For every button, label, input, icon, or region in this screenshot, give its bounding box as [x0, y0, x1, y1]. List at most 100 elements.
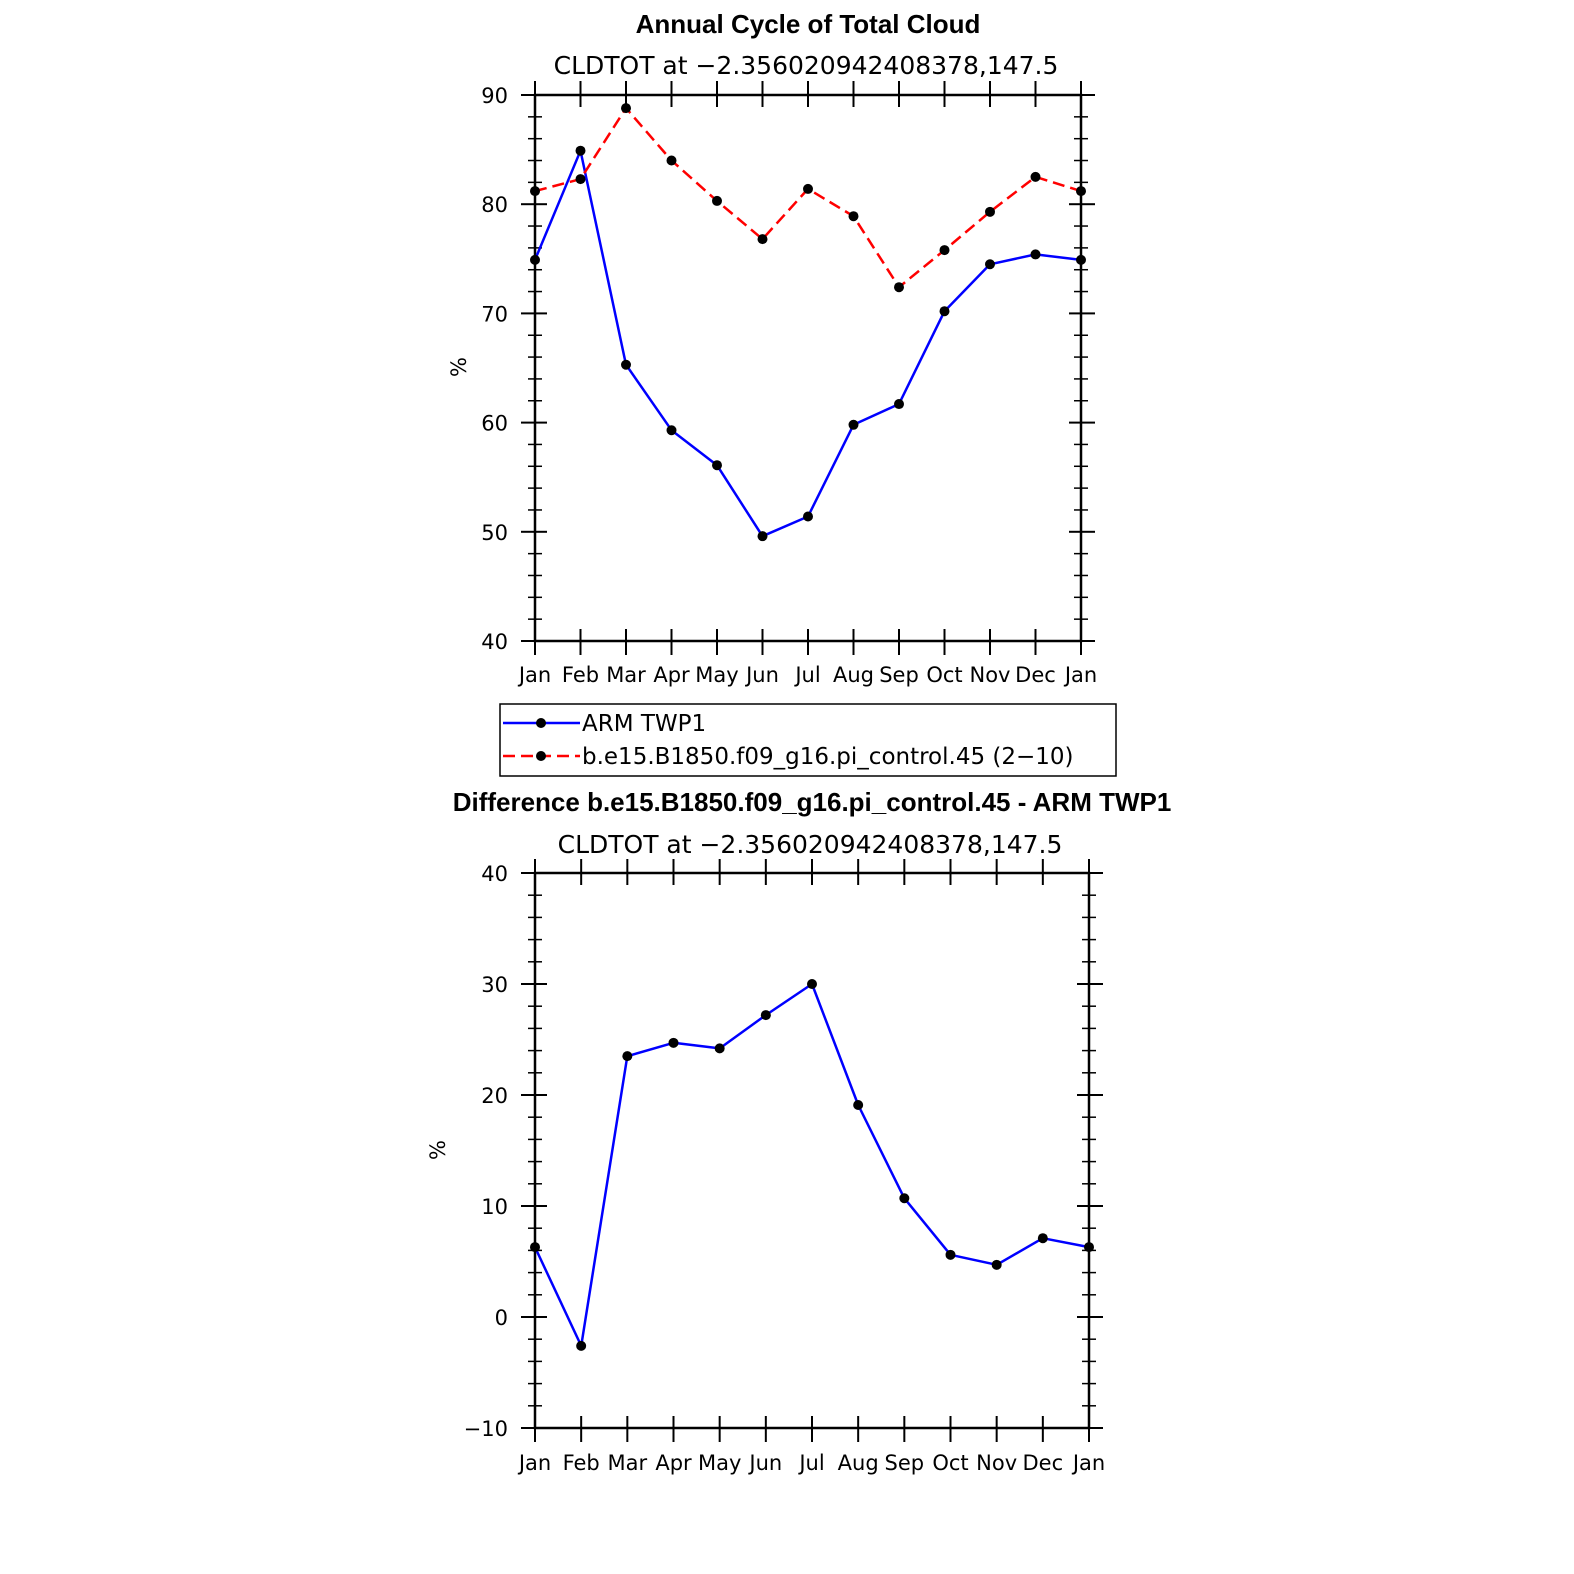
bottom-chart-x-tick-label: May: [698, 1451, 741, 1475]
bottom-chart-x-tick-label: Dec: [1023, 1451, 1064, 1475]
bottom-chart-y-tick-label: 0: [495, 1306, 508, 1330]
bottom-chart-x-tick-label: Sep: [885, 1451, 925, 1475]
bottom-chart-x-tick-label: Jan: [1071, 1451, 1105, 1475]
top-chart-data-point: [621, 103, 631, 114]
bottom-chart-y-tick-label: 30: [481, 973, 508, 997]
bottom-chart-x-tick-label: Jun: [747, 1451, 782, 1475]
top-chart-y-tick-label: 60: [481, 412, 508, 436]
top-chart-data-point: [803, 511, 813, 522]
top-chart-data-point: [1030, 171, 1041, 182]
top-chart-data-point: [666, 155, 677, 166]
bottom-chart: Difference b.e15.B1850.f09_g16.pi_contro…: [426, 787, 1171, 1475]
top-chart-x-tick-label: Nov: [970, 663, 1011, 687]
top-chart-x-tick-label: Jan: [517, 663, 551, 687]
bottom-chart-y-tick-label: 10: [481, 1195, 508, 1219]
top-chart-ticks: [521, 81, 1095, 655]
top-chart-data-point: [985, 206, 995, 217]
bottom-chart-plot-frame: [533, 871, 1091, 1430]
top-chart-data-point: [757, 531, 768, 542]
top-chart-x-tick-label: Jan: [1063, 663, 1097, 687]
bottom-chart-y-tick-label: 40: [481, 862, 508, 886]
bottom-chart-series-line-0: [533, 982, 1090, 1348]
bottom-chart-y-tick-labels: −10 0 10 20 30 40: [464, 862, 508, 1441]
bottom-chart-x-tick-label: Nov: [976, 1451, 1017, 1475]
top-chart-x-tick-label: Jun: [744, 663, 779, 687]
bottom-chart-x-tick-labels: Jan Feb Mar Apr May Jun Jul Aug Sep Oct Nov Dec Jan: [517, 1451, 1105, 1475]
top-chart-series-line-0: [533, 149, 1082, 538]
top-chart-x-tick-label: Oct: [926, 663, 962, 687]
top-chart-data-point: [621, 359, 631, 370]
bottom-chart-data-point: [853, 1099, 864, 1110]
bottom-chart-data-point: [991, 1259, 1002, 1270]
top-chart-data-point: [712, 195, 722, 206]
legend-label-arm: ARM TWP1: [582, 711, 706, 737]
top-chart-data-point: [530, 254, 540, 265]
bottom-chart-x-tick-label: Mar: [608, 1451, 648, 1475]
top-chart-y-tick-label: 40: [481, 630, 508, 654]
top-chart-data-point: [666, 425, 677, 436]
bottom-chart-subtitle: CLDTOT at −2.356020942408378,147.5: [558, 830, 1063, 859]
legend: ARM TWP1 b.e15.B1850.f09_g16.pi_control.…: [499, 703, 1117, 777]
bottom-chart-data-point: [668, 1037, 679, 1048]
top-chart-data-point: [848, 419, 859, 430]
bottom-chart-data-point: [622, 1051, 633, 1062]
bottom-chart-y-tick-label: −10: [464, 1417, 508, 1441]
top-chart-series-line-1: [534, 106, 1082, 289]
bottom-chart-series-lines: [533, 982, 1090, 1348]
bottom-chart-data-point: [530, 1242, 540, 1253]
top-chart-x-tick-label: Jul: [793, 663, 820, 687]
top-chart-ylabel: %: [447, 357, 471, 377]
top-chart-x-tick-label: Sep: [879, 663, 919, 687]
legend-marker-model: [536, 751, 546, 761]
bottom-chart-data-point: [899, 1193, 910, 1204]
bottom-chart-data-point: [945, 1249, 956, 1260]
bottom-chart-title: Difference b.e15.B1850.f09_g16.pi_contro…: [453, 787, 1172, 817]
top-chart-x-tick-label: Feb: [562, 663, 599, 687]
top-chart-x-tick-label: May: [695, 663, 738, 687]
top-chart-series-lines: [533, 106, 1082, 538]
top-chart-data-point: [575, 174, 586, 185]
top-chart-subtitle: CLDTOT at −2.356020942408378,147.5: [554, 51, 1059, 80]
bottom-chart-x-tick-label: Apr: [655, 1451, 692, 1475]
top-chart-x-tick-label: Mar: [606, 663, 646, 687]
bottom-chart-x-tick-label: Jul: [797, 1451, 824, 1475]
bottom-chart-x-tick-label: Aug: [838, 1451, 879, 1475]
top-chart-data-point: [894, 399, 904, 410]
top-chart-x-tick-label: Aug: [833, 663, 874, 687]
top-chart-data-point: [530, 186, 540, 197]
bottom-chart-data-point: [1084, 1242, 1094, 1253]
top-chart-data-point: [1030, 249, 1041, 260]
top-chart: Annual Cycle of Total Cloud CLDTOT at −2…: [447, 9, 1097, 687]
top-chart-data-point: [848, 211, 859, 222]
top-chart-x-tick-label: Apr: [653, 663, 690, 687]
top-chart-data-point: [575, 145, 586, 156]
bottom-chart-data-point: [1037, 1233, 1048, 1244]
top-chart-y-tick-label: 50: [481, 521, 508, 545]
top-chart-y-tick-labels: 40 50 60 70 80 90: [481, 84, 508, 654]
top-chart-points: [530, 103, 1086, 542]
bottom-chart-ticks: [521, 859, 1103, 1442]
top-chart-data-point: [985, 259, 995, 270]
legend-label-model: b.e15.B1850.f09_g16.pi_control.45 (2−10): [582, 744, 1074, 770]
top-chart-title: Annual Cycle of Total Cloud: [636, 9, 981, 39]
top-chart-data-point: [894, 282, 904, 293]
bottom-chart-y-tick-label: 20: [481, 1084, 508, 1108]
top-chart-y-tick-label: 70: [481, 302, 508, 326]
top-chart-data-point: [1076, 254, 1086, 265]
top-chart-x-tick-labels: Jan Feb Mar Apr May Jun Jul Aug Sep Oct Nov Dec Jan: [517, 663, 1097, 687]
bottom-chart-x-tick-label: Jan: [517, 1451, 551, 1475]
top-chart-data-point: [1076, 186, 1086, 197]
top-chart-data-point: [939, 245, 950, 256]
top-chart-plot-frame: [533, 93, 1083, 643]
legend-box: [499, 703, 1117, 777]
top-chart-y-tick-label: 80: [481, 193, 508, 217]
top-chart-y-tick-label: 90: [481, 84, 508, 108]
bottom-chart-x-tick-label: Oct: [932, 1451, 968, 1475]
bottom-chart-points: [530, 979, 1094, 1351]
bottom-chart-data-point: [760, 1010, 771, 1021]
top-chart-data-point: [939, 306, 950, 317]
top-chart-x-tick-label: Dec: [1015, 663, 1056, 687]
legend-marker-arm: [536, 718, 546, 728]
bottom-chart-data-point: [807, 979, 817, 989]
bottom-chart-data-point: [714, 1043, 725, 1054]
